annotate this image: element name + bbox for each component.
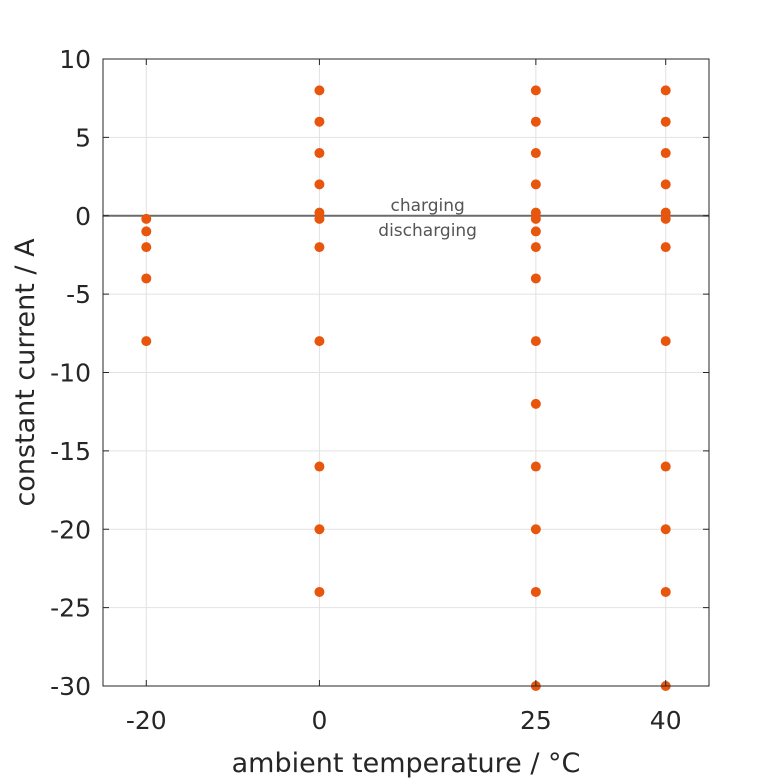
y-tick-label-7: -25 [50,594,91,623]
y-tick-label-0: 10 [59,45,91,74]
data-point-32 [660,116,671,127]
x-tick-label-3: 40 [650,706,682,735]
data-point-23 [530,242,541,253]
grid-lines [103,58,709,687]
data-point-40 [660,524,671,535]
data-point-12 [314,336,325,347]
data-point-8 [314,179,325,190]
data-point-26 [530,398,541,409]
y-tick-label-6: -20 [50,515,91,544]
data-point-27 [530,461,541,472]
data-point-21 [530,213,541,224]
data-point-1 [141,226,152,237]
x-axis-label: ambient temperature / °C [232,748,581,779]
data-point-38 [660,336,671,347]
x-tick-label-1: 0 [311,706,327,735]
data-point-39 [660,461,671,472]
y-tick-label-1: 5 [75,123,91,152]
data-point-15 [314,586,325,597]
data-point-31 [660,85,671,96]
data-point-37 [660,242,671,253]
data-point-33 [660,148,671,159]
y-tick-label-5: -15 [50,437,91,466]
y-tick-labels: 10 5 0 -5 -10 -15 -20 -25 -30 [50,45,91,701]
axis-ticks [103,58,709,687]
data-point-29 [530,586,541,597]
data-point-3 [141,273,152,284]
data-point-14 [314,524,325,535]
data-point-25 [530,336,541,347]
data-point-6 [314,116,325,127]
x-tick-label-2: 25 [520,706,552,735]
data-point-19 [530,179,541,190]
data-point-41 [660,586,671,597]
y-tick-label-2: 0 [75,202,91,231]
annotation-discharging: discharging [378,221,477,241]
data-point-36 [660,213,671,224]
x-tick-labels: -20 0 25 40 [126,706,682,735]
data-point-0 [141,213,152,224]
x-tick-label-0: -20 [126,706,167,735]
data-point-18 [530,148,541,159]
data-points [141,85,671,691]
y-tick-label-3: -5 [66,280,91,309]
data-point-4 [141,336,152,347]
y-tick-label-4: -10 [50,359,91,388]
data-point-10 [314,213,325,224]
y-axis-label: constant current / A [10,238,41,507]
data-point-13 [314,461,325,472]
data-point-7 [314,148,325,159]
data-point-11 [314,242,325,253]
y-tick-label-8: -30 [50,672,91,701]
data-point-28 [530,524,541,535]
annotation-charging: charging [390,196,464,216]
data-point-17 [530,116,541,127]
data-point-16 [530,85,541,96]
data-point-22 [530,226,541,237]
data-point-2 [141,242,152,253]
data-point-34 [660,179,671,190]
data-point-24 [530,273,541,284]
data-point-5 [314,85,325,96]
